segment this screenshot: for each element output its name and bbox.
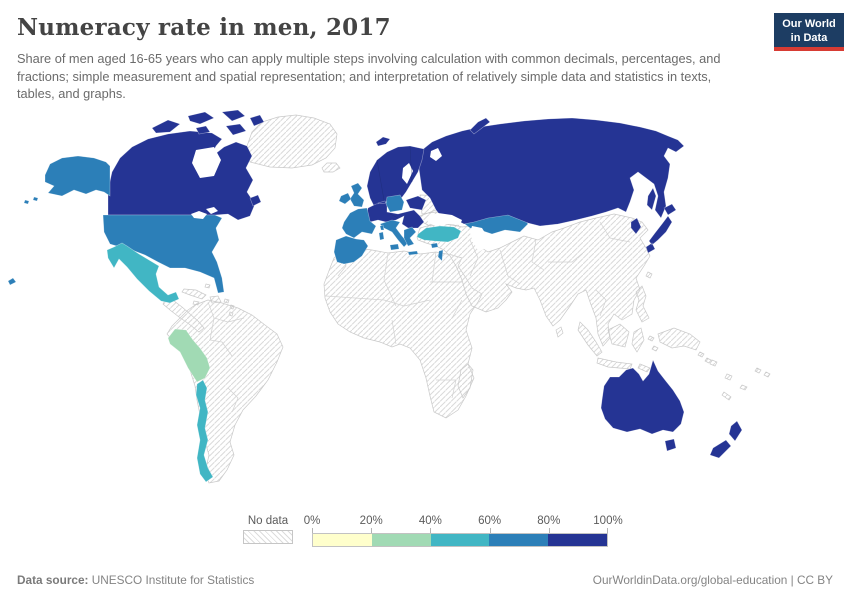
poland[interactable] [385,194,405,213]
sulawesi[interactable] [631,327,645,353]
greece[interactable] [403,226,419,256]
legend-tick-marks [312,528,612,533]
australia[interactable] [600,359,685,435]
moluccas[interactable] [647,335,659,352]
philippines[interactable] [635,285,650,323]
legend-tick-label: 60% [478,515,502,527]
japan[interactable] [645,203,677,254]
cyprus[interactable] [430,242,439,249]
chile[interactable] [195,379,214,483]
chart-subtitle: Share of men aged 16-65 years who can ap… [17,51,721,102]
legend-color-scale: 0% 20% 40% 60% 80% 100% [304,515,623,547]
water-bodies [191,147,487,252]
south-america[interactable] [166,299,284,484]
pacific-islands[interactable] [697,351,771,401]
java[interactable] [596,357,633,370]
france[interactable] [341,207,377,239]
south-korea[interactable] [630,217,642,235]
legend-tick-label: 100% [593,515,623,527]
baltic-states[interactable] [405,195,427,211]
legend-tick-label: 0% [303,515,321,527]
caspian-sea [470,226,487,252]
data-source-label: Data source: [17,573,89,587]
alaska[interactable] [44,155,111,197]
borneo[interactable] [607,323,630,348]
hawaii[interactable] [7,277,17,286]
legend-color-bar [312,533,608,547]
sumatra[interactable] [577,321,603,357]
united-kingdom[interactable] [349,182,365,208]
black-sea [427,213,462,226]
sicily-sardinia-corsica[interactable] [378,224,400,251]
cuba[interactable] [181,288,207,300]
new-zealand[interactable] [709,420,743,459]
legend-tick-label: 20% [359,515,383,527]
legend-bin-40-60%[interactable] [430,534,490,546]
sakhalin[interactable] [646,187,657,211]
hudson-bay [192,147,221,178]
legend-no-data-label: No data [247,515,289,527]
newfoundland[interactable] [249,194,262,207]
greenland[interactable] [246,114,338,169]
owid-logo[interactable]: Our World in Data [774,13,844,51]
timor[interactable] [637,363,651,373]
page-title: Numeracy rate in men, 2017 [17,14,391,41]
owid-logo-line1: Our World [782,18,836,30]
legend-tick-labels: 0% 20% 40% 60% 80% 100% [304,515,623,528]
novaya-zemlya[interactable] [469,117,491,135]
iberia[interactable] [333,235,369,265]
madagascar[interactable] [457,363,474,399]
asia-mainland[interactable] [416,213,651,347]
owid-logo-line2: in Data [790,31,828,44]
gulf-of-bothnia [402,163,413,184]
great-lakes [191,207,218,219]
data-source-value[interactable]: UNESCO Institute for Statistics [88,573,255,587]
new-guinea[interactable] [657,327,701,351]
legend-no-data[interactable]: No data [243,515,293,544]
mexico[interactable] [106,242,180,304]
legend-tick-label: 40% [418,515,442,527]
legend-no-data-swatch[interactable] [243,530,293,544]
tasmania[interactable] [664,438,677,452]
taiwan[interactable] [645,271,653,279]
ireland[interactable] [338,192,352,205]
africa[interactable] [323,247,483,419]
region-colored [7,109,743,483]
country-borders [207,221,631,413]
russia[interactable] [417,117,685,227]
legend-bin-60-80%[interactable] [489,534,549,546]
israel[interactable] [437,249,444,262]
europe-internal-borders [376,145,413,219]
world-map [0,108,850,520]
iceland[interactable] [321,162,341,173]
legend-bin-20-40%[interactable] [371,534,431,546]
legend-bin-80-100%[interactable] [548,534,607,546]
white-sea [430,148,442,161]
aleutian-islands[interactable] [23,196,39,205]
turkey[interactable] [416,225,462,243]
peru-ecuador[interactable] [167,328,211,383]
legend-tick-label: 80% [537,515,561,527]
data-source: Data source: UNESCO Institute for Statis… [17,573,254,587]
canada[interactable] [107,130,256,221]
canadian-arctic-islands[interactable] [151,109,265,136]
legend-bin-0-20%[interactable] [313,534,372,546]
sri-lanka[interactable] [555,326,564,338]
owid-url-license[interactable]: OurWorldinData.org/global-education | CC… [592,573,833,587]
svalbard[interactable] [375,136,391,147]
